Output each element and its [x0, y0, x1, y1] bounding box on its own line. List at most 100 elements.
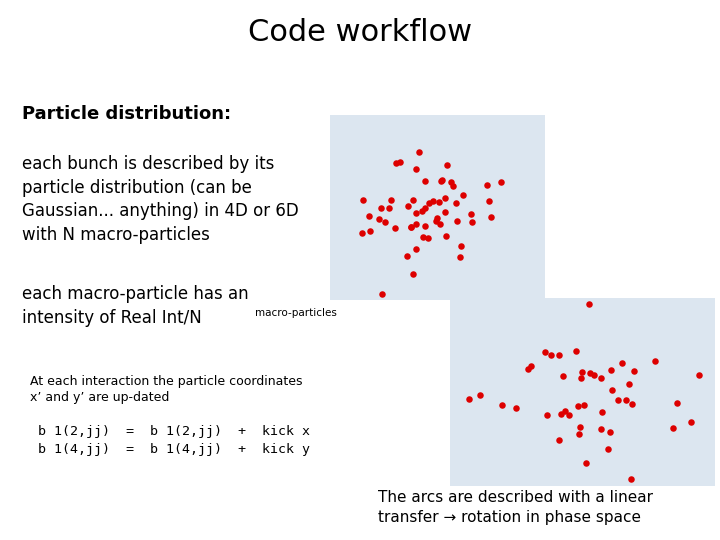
Point — [440, 232, 451, 241]
Point — [446, 178, 457, 186]
Point — [596, 407, 608, 416]
Point — [364, 227, 376, 236]
Point — [485, 213, 497, 221]
Text: The arcs are described with a linear
transfer → rotation in phase space: The arcs are described with a linear tra… — [378, 490, 653, 525]
Point — [539, 348, 551, 356]
Point — [576, 368, 588, 377]
Point — [495, 178, 507, 187]
Text: each bunch is described by its
particle distribution (can be
Gaussian... anythin: each bunch is described by its particle … — [22, 155, 299, 244]
Point — [481, 181, 492, 190]
Point — [441, 160, 453, 169]
Point — [605, 365, 616, 374]
Point — [545, 350, 557, 359]
Point — [526, 361, 537, 370]
Point — [410, 220, 422, 229]
Point — [416, 207, 428, 215]
Point — [667, 423, 679, 432]
Point — [595, 424, 607, 433]
Point — [588, 371, 600, 380]
Point — [496, 400, 508, 409]
Point — [522, 364, 534, 373]
Point — [410, 209, 422, 218]
Point — [439, 194, 451, 203]
Point — [356, 229, 367, 238]
Point — [585, 369, 596, 377]
Point — [580, 458, 591, 467]
Point — [390, 159, 402, 167]
Bar — [450, 298, 715, 486]
Point — [383, 204, 395, 212]
Point — [629, 367, 640, 375]
Point — [375, 204, 387, 213]
Point — [451, 217, 463, 225]
Point — [583, 300, 595, 308]
Point — [466, 218, 477, 226]
Point — [402, 201, 414, 210]
Point — [436, 176, 448, 184]
Point — [395, 158, 406, 166]
Point — [447, 181, 459, 190]
Point — [465, 209, 477, 218]
Point — [431, 214, 443, 222]
Point — [407, 195, 418, 204]
Text: each macro-particle has an
intensity of Real Int/N: each macro-particle has an intensity of … — [22, 285, 248, 327]
Point — [693, 370, 705, 379]
Point — [572, 401, 584, 410]
Point — [427, 197, 438, 205]
Point — [483, 197, 495, 205]
Point — [575, 374, 586, 382]
Point — [419, 176, 431, 185]
Point — [457, 191, 469, 199]
Point — [595, 374, 607, 382]
Point — [557, 372, 568, 380]
Point — [649, 357, 660, 366]
Point — [423, 199, 435, 207]
Point — [555, 409, 567, 418]
Point — [435, 177, 446, 185]
Point — [463, 395, 474, 403]
Point — [419, 222, 431, 231]
Point — [423, 233, 434, 242]
Point — [456, 242, 467, 251]
Point — [671, 399, 683, 407]
Point — [376, 289, 387, 298]
Point — [410, 164, 422, 173]
Point — [559, 407, 570, 415]
Point — [553, 436, 564, 444]
Text: At each interaction the particle coordinates
x’ and y’ are up-dated: At each interaction the particle coordin… — [30, 375, 302, 404]
Point — [612, 396, 624, 404]
Point — [401, 252, 413, 260]
Text: b 1(2,jj)  =  b 1(2,jj)  +  kick x
b 1(4,jj)  =  b 1(4,jj)  +  kick y: b 1(2,jj) = b 1(2,jj) + kick x b 1(4,jj)… — [38, 425, 310, 456]
Point — [379, 217, 390, 226]
Point — [358, 195, 369, 204]
Point — [685, 417, 697, 426]
Point — [385, 195, 397, 204]
Bar — [330, 115, 545, 300]
Point — [616, 359, 628, 368]
Point — [624, 379, 635, 388]
Point — [408, 269, 419, 278]
Point — [474, 390, 486, 399]
Point — [430, 217, 441, 225]
Text: Code workflow: Code workflow — [248, 18, 472, 47]
Point — [563, 411, 575, 420]
Text: Particle distribution:: Particle distribution: — [22, 105, 231, 123]
Text: macro-particles: macro-particles — [255, 308, 337, 318]
Point — [363, 212, 374, 221]
Point — [417, 232, 428, 241]
Point — [450, 199, 462, 207]
Point — [579, 401, 590, 409]
Point — [604, 428, 616, 436]
Point — [405, 223, 417, 232]
Point — [626, 475, 637, 484]
Point — [405, 222, 417, 231]
Point — [433, 198, 445, 206]
Point — [435, 219, 446, 228]
Point — [575, 423, 586, 431]
Point — [510, 403, 521, 412]
Point — [389, 224, 400, 232]
Point — [553, 350, 564, 359]
Point — [570, 347, 581, 355]
Point — [626, 400, 638, 408]
Point — [374, 214, 385, 223]
